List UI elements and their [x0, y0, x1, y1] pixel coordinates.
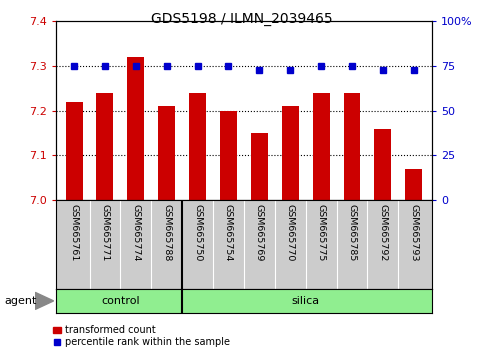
Bar	[343, 93, 360, 200]
Text: silica: silica	[292, 296, 320, 306]
Text: GDS5198 / ILMN_2039465: GDS5198 / ILMN_2039465	[151, 12, 332, 27]
Text: GSM665792: GSM665792	[378, 205, 387, 262]
Text: GSM665750: GSM665750	[193, 205, 202, 262]
Bar	[282, 106, 298, 200]
Text: GSM665774: GSM665774	[131, 205, 141, 262]
Text: GSM665761: GSM665761	[70, 205, 79, 262]
Polygon shape	[35, 292, 54, 309]
Text: GSM665788: GSM665788	[162, 205, 171, 262]
Bar	[66, 102, 83, 200]
Text: GSM665775: GSM665775	[317, 205, 326, 262]
Text: control: control	[101, 296, 140, 306]
Bar	[405, 169, 422, 200]
Bar	[313, 93, 329, 200]
Bar	[374, 129, 391, 200]
Text: GSM665793: GSM665793	[409, 205, 418, 262]
Text: GSM665771: GSM665771	[100, 205, 110, 262]
Bar	[220, 111, 237, 200]
Text: agent: agent	[5, 296, 37, 306]
Text: GSM665769: GSM665769	[255, 205, 264, 262]
Bar	[189, 93, 206, 200]
Text: GSM665785: GSM665785	[347, 205, 356, 262]
Text: GSM665770: GSM665770	[286, 205, 295, 262]
Bar	[158, 106, 175, 200]
Bar	[97, 93, 114, 200]
Bar	[251, 133, 268, 200]
Bar	[128, 57, 144, 200]
Text: GSM665754: GSM665754	[224, 205, 233, 262]
Legend: transformed count, percentile rank within the sample: transformed count, percentile rank withi…	[53, 325, 230, 347]
